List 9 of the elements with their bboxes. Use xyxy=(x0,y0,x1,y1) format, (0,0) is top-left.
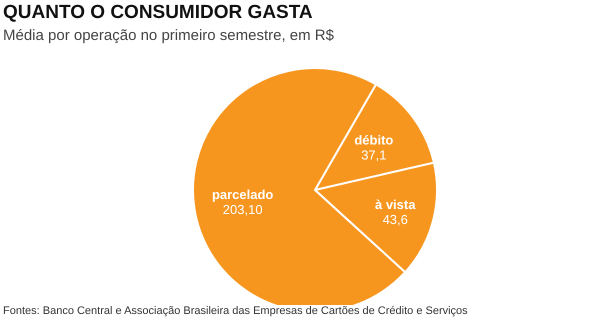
slice-label: débito xyxy=(354,132,394,148)
chart-title: QUANTO O CONSUMIDOR GASTA xyxy=(3,2,313,24)
text: Fontes: Banco Central e Associação Brasileira das Empresas de Cartões de Crédito e Serviços xyxy=(3,305,468,317)
chart-subtitle: Média por operação no primeiro semestre, em R$ xyxy=(3,27,334,44)
data-label: 203,10 xyxy=(222,202,263,218)
data-label: 43,6 xyxy=(382,212,408,228)
slice-label: parcelado xyxy=(212,187,274,202)
data-label: 37,1 xyxy=(361,147,387,162)
slice-label: à vista xyxy=(374,197,416,212)
